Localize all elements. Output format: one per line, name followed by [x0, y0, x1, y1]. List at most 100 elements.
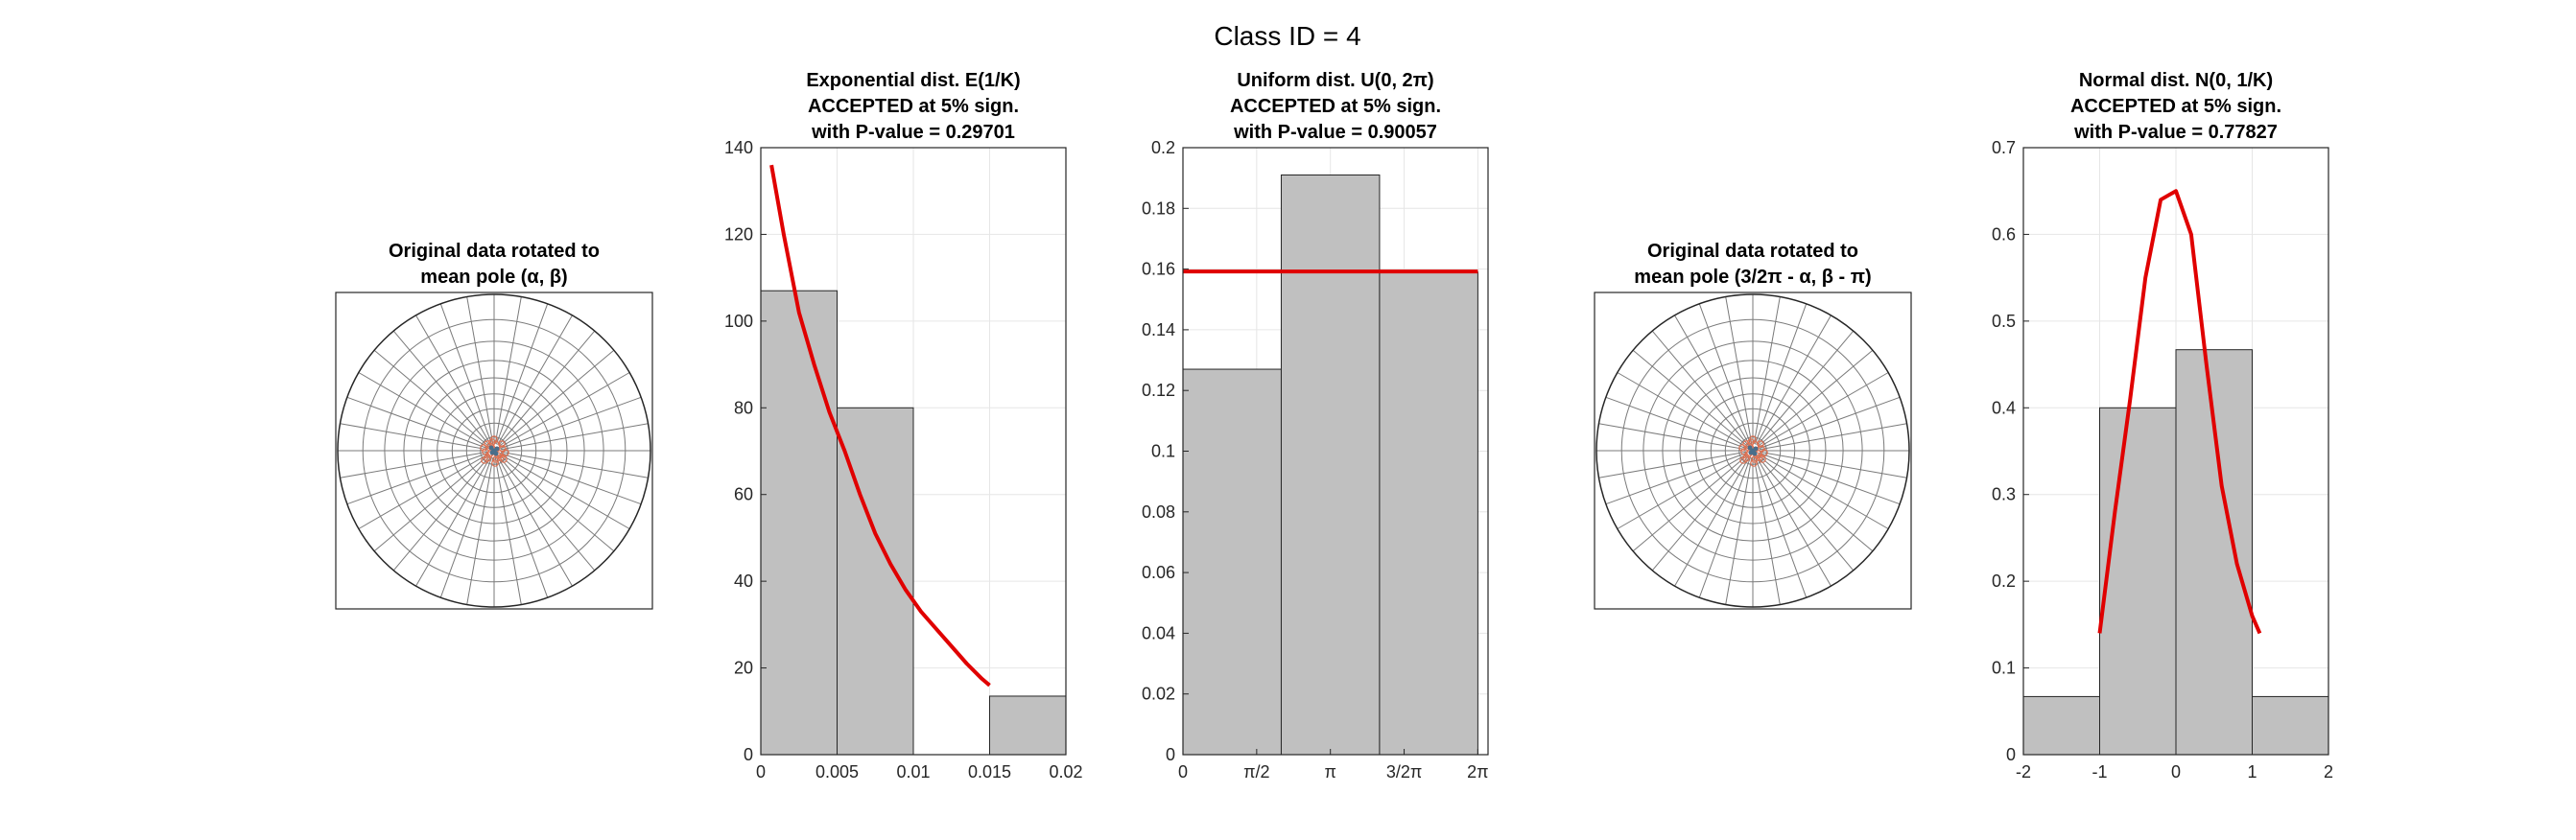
- y-tick-label: 20: [734, 659, 753, 678]
- histogram-bar: [1280, 174, 1381, 756]
- y-tick-label: 0.3: [1992, 485, 2016, 504]
- y-tick-label: 0.6: [1992, 224, 2016, 244]
- stereonet-radial: [346, 452, 488, 505]
- x-tick-label: 2: [2324, 762, 2333, 782]
- data-point: [1739, 456, 1747, 464]
- stereonet-radial: [1756, 315, 1832, 446]
- y-tick-label: 0.18: [1142, 198, 1175, 218]
- data-point: [484, 440, 491, 448]
- chart-title-line: with P-value = 0.77827: [2073, 122, 2278, 143]
- y-tick-label: 40: [734, 572, 753, 591]
- data-point: [1742, 440, 1750, 448]
- stereonet-radial: [1725, 296, 1753, 445]
- figure-suptitle: Class ID = 4: [1214, 21, 1360, 51]
- y-tick-label: 140: [724, 138, 753, 157]
- stereonet-radial: [373, 455, 489, 552]
- histogram-bar: [2252, 695, 2329, 756]
- histogram-bar: [1379, 271, 1478, 756]
- y-tick-label: 0: [2006, 745, 2016, 764]
- chart-title-line: Uniform dist. U(0, 2π): [1237, 70, 1433, 91]
- chart-uniform: 0 π/2 π 3/2π 2π 0 0.02 0.04 0.06 0.08 0.1 0.12 0.14 0…: [1142, 138, 1489, 782]
- x-tick-label: 3/2π: [1386, 762, 1422, 782]
- chart-title-line: with P-value = 0.90057: [1233, 122, 1437, 143]
- y-tick-label: 0.5: [1992, 312, 2016, 331]
- y-tick-label: 0.2: [1992, 572, 2016, 591]
- histogram-bar: [2022, 695, 2100, 756]
- y-tick-label: 0.06: [1142, 563, 1175, 582]
- y-tick-label: 0.12: [1142, 381, 1175, 400]
- stereonet-radial: [500, 423, 649, 451]
- stereonet-radial: [1753, 456, 1781, 605]
- stereonet-radial: [497, 455, 573, 587]
- stereonet-primitive: [337, 293, 651, 608]
- stereonet-radial: [1758, 454, 1889, 529]
- stereonet-radial: [358, 372, 489, 448]
- stereonet-radial: [1759, 423, 1907, 451]
- y-tick-label: 0.1: [1992, 659, 2016, 678]
- y-tick-label: 80: [734, 398, 753, 417]
- stereonet-radial: [1725, 456, 1753, 605]
- stereonet-radial: [340, 451, 488, 478]
- stereonet-radial: [1759, 451, 1907, 478]
- stereonet-radial: [1759, 396, 1901, 450]
- data-point: [1757, 440, 1764, 448]
- x-tick-label: 0.005: [815, 762, 859, 782]
- chart-title-line: Original data rotated to: [389, 241, 600, 262]
- y-tick-label: 0.7: [1992, 138, 2016, 157]
- data-point: [500, 455, 508, 463]
- stereonet-radial: [499, 454, 630, 529]
- y-tick-label: 0: [744, 745, 753, 764]
- y-tick-label: 0.14: [1142, 320, 1175, 339]
- data-point: [488, 445, 494, 451]
- y-tick-label: 120: [724, 224, 753, 244]
- y-tick-label: 0.4: [1992, 398, 2016, 417]
- stereonet-radial: [1617, 454, 1748, 529]
- stereonet-radial: [1698, 303, 1752, 445]
- data-point: [1751, 455, 1759, 463]
- stereonet-radial: [1674, 455, 1750, 587]
- chart-stereonet-2: [1594, 292, 1912, 610]
- stereonet-radial: [1605, 396, 1747, 450]
- chart-normal: -2 -1 0 1 2 0 0.1 0.2 0.3 0.4 0.5 0.6 0.7: [1992, 138, 2333, 782]
- data-point: [492, 455, 500, 463]
- x-tick-label: 0: [756, 762, 766, 782]
- y-tick-label: 100: [724, 312, 753, 331]
- stereonet-radial: [466, 296, 494, 445]
- stereonet-radial: [346, 396, 488, 450]
- stereonet-radial: [499, 372, 630, 448]
- y-tick-label: 0.16: [1142, 260, 1175, 279]
- data-point: [1761, 449, 1768, 456]
- stereonet-radial: [1617, 372, 1748, 448]
- x-tick-label: 1: [2247, 762, 2257, 782]
- y-tick-label: 60: [734, 485, 753, 504]
- x-tick-label: 0.015: [968, 762, 1011, 782]
- stereonet-radial: [358, 454, 489, 529]
- stereonet-radial: [1757, 455, 1855, 572]
- stereonet-radial: [498, 330, 596, 446]
- stereonet-radial: [1651, 455, 1749, 572]
- stereonet-radial: [1651, 330, 1749, 446]
- data-point: [498, 440, 506, 448]
- y-tick-label: 0: [1166, 745, 1175, 764]
- y-tick-label: 0.02: [1142, 685, 1175, 704]
- stereonet-radial: [1753, 296, 1781, 445]
- data-point: [1747, 445, 1753, 451]
- stereonet-radial: [392, 455, 490, 572]
- stereonet-radial: [439, 456, 493, 598]
- stereonet-radial: [1754, 303, 1808, 445]
- data-point: [502, 449, 509, 456]
- data-point: [494, 446, 500, 452]
- stereonet-radial: [1632, 349, 1748, 447]
- data-point: [493, 451, 499, 456]
- histogram-bar: [989, 695, 1067, 756]
- chart-exponential: 0 0.005 0.01 0.015 0.02 0 20 40 60 80 100 120 140: [724, 138, 1083, 782]
- stereonet-radial: [1598, 451, 1747, 478]
- stereonet-radial: [500, 396, 642, 450]
- x-tick-label: -1: [2092, 762, 2107, 782]
- stereonet-radial: [499, 455, 615, 552]
- stereonet-radial: [392, 330, 490, 446]
- data-point: [1753, 446, 1759, 452]
- stereonet-radial: [415, 455, 491, 587]
- data-point: [1738, 444, 1746, 452]
